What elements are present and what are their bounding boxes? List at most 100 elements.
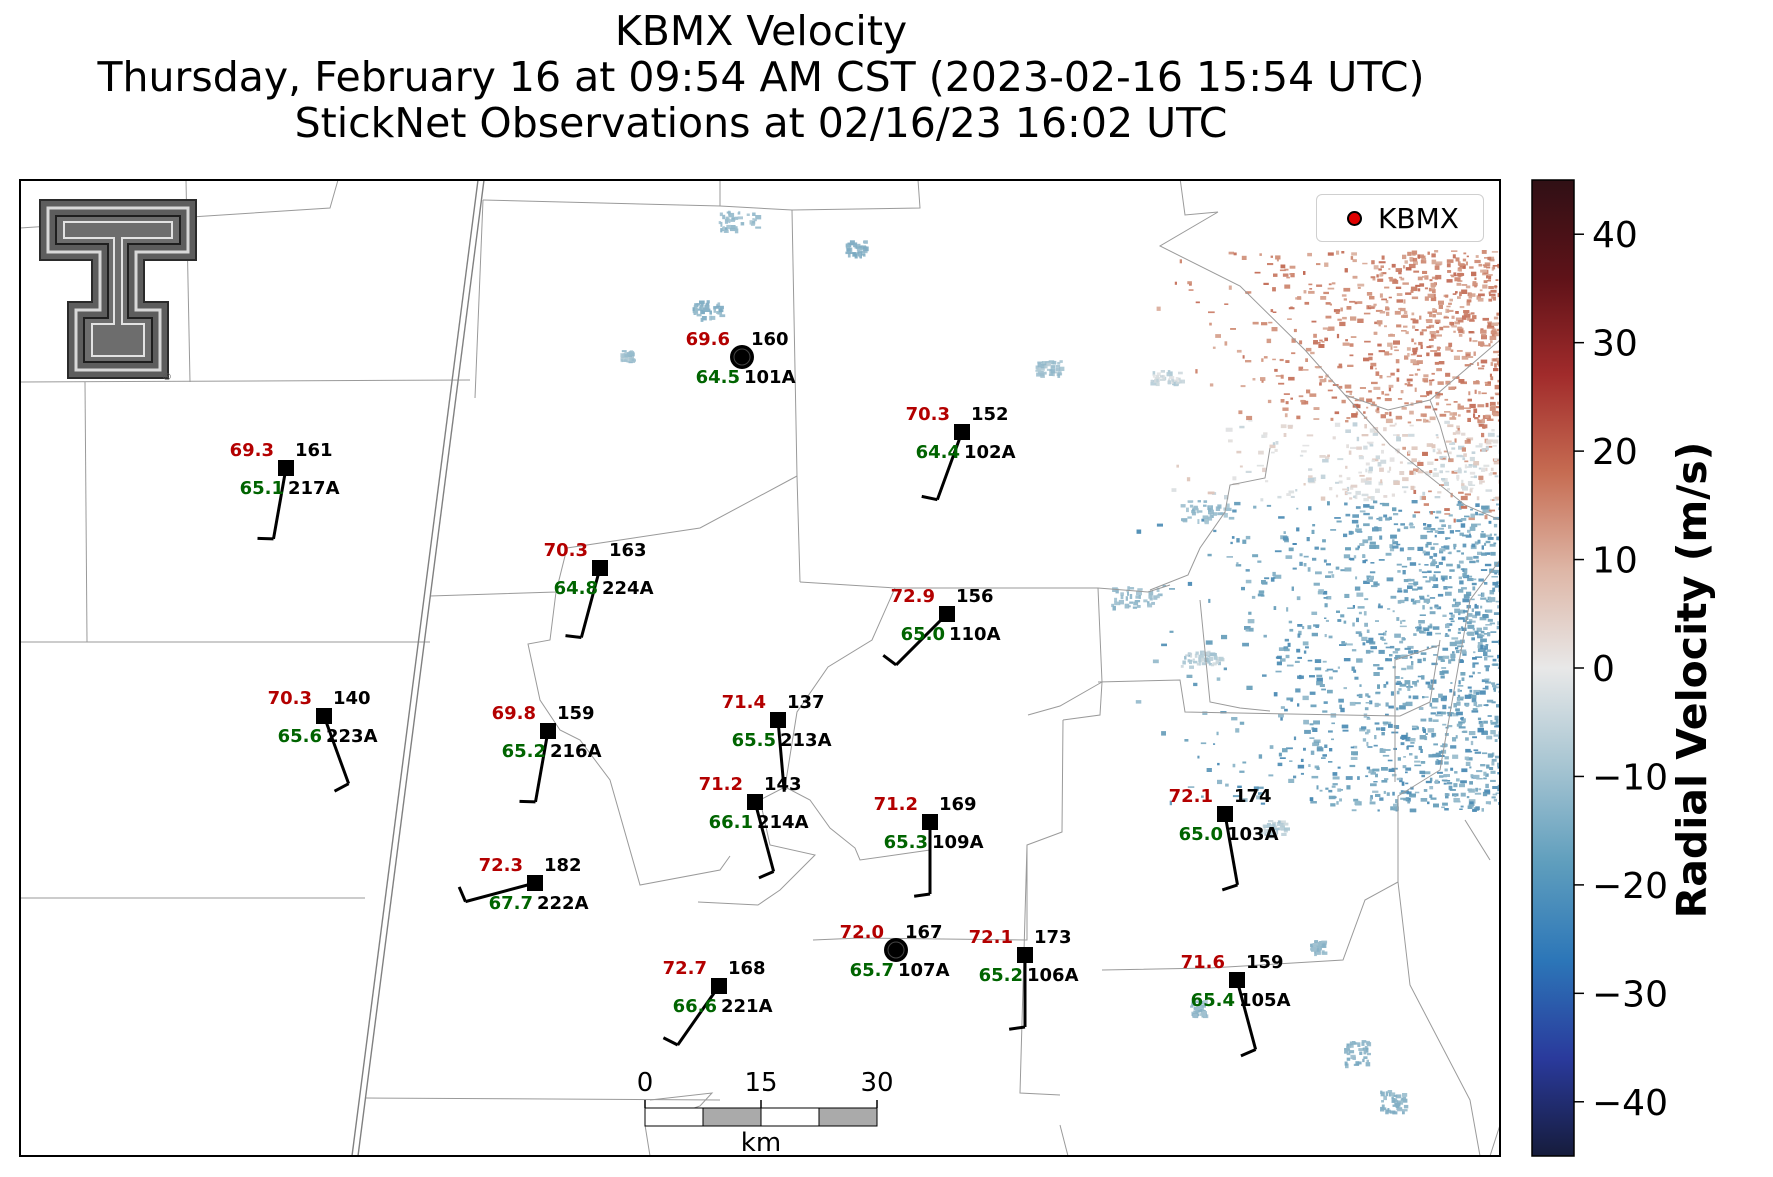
temperature-label: 69.3 — [230, 440, 274, 461]
station-id-label: 159 — [1246, 952, 1284, 973]
station-216A: 69.8 159 65.2 216A — [492, 703, 602, 804]
station-217A: 69.3 161 65.1 217A — [230, 440, 340, 541]
wind-barb-staff — [465, 881, 536, 904]
dewpoint-label: 65.0 — [901, 624, 945, 645]
title-block: KBMX Velocity Thursday, February 16 at 0… — [18, 8, 1504, 146]
station-106A: 72.1 173 65.2 106A — [969, 927, 1079, 1031]
probe-label: 110A — [949, 624, 1001, 645]
station-marker — [747, 794, 763, 810]
station-id-label: 163 — [609, 540, 647, 561]
station-marker — [527, 875, 543, 891]
probe-label: 101A — [744, 367, 796, 388]
wind-barb-staff — [1235, 979, 1258, 1050]
station-marker — [316, 708, 332, 724]
probe-label: 102A — [964, 442, 1016, 463]
station-107A: 72.0 167 65.7 107A — [840, 922, 950, 981]
wind-barb-flag — [565, 634, 582, 640]
dewpoint-label: 65.2 — [979, 965, 1023, 986]
station-id-label: 174 — [1234, 786, 1272, 807]
wind-barb-flag — [1221, 883, 1238, 892]
colorbar-ticks: 40 30 20 10 0 −10 −20 −30 −40 — [1574, 215, 1668, 1124]
dewpoint-label: 65.5 — [732, 730, 776, 751]
station-id-label: 182 — [544, 855, 582, 876]
temperature-label: 69.8 — [492, 703, 536, 724]
temperature-label: 72.0 — [840, 922, 884, 943]
station-214A: 71.2 143 66.1 214A — [699, 774, 809, 880]
scale-bar — [644, 1100, 878, 1127]
wind-barb-staff — [776, 719, 786, 792]
temperature-label: 70.3 — [906, 404, 950, 425]
temperature-label: 72.1 — [969, 927, 1013, 948]
probe-label: 221A — [721, 996, 773, 1017]
station-223A: 70.3 140 65.6 223A — [268, 688, 378, 793]
wind-barb-staff — [753, 801, 776, 872]
temperature-label: 71.2 — [874, 794, 918, 815]
wind-barb-flag — [882, 654, 897, 667]
probe-label: 105A — [1239, 990, 1291, 1011]
map-frame — [19, 179, 1501, 1157]
wind-barb-flag — [1240, 1048, 1257, 1058]
station-id-label: 169 — [939, 794, 977, 815]
wind-barb-staff — [579, 567, 602, 638]
station-marker — [1217, 806, 1233, 822]
probe-label: 214A — [757, 812, 809, 833]
colorbar-tick-label: −10 — [1592, 757, 1668, 798]
wind-barb-flag — [1008, 1025, 1026, 1031]
probe-label: 217A — [288, 478, 340, 499]
station-id-label: 140 — [333, 688, 371, 709]
dewpoint-label: 64.4 — [916, 442, 960, 463]
station-103A: 72.1 174 65.0 103A — [1169, 786, 1279, 892]
station-105A: 71.6 159 65.4 105A — [1181, 952, 1291, 1058]
sticknet-stations: 69.6 160 64.5 101A 69.3 161 65.1 217A 70.3 152 64.… — [230, 329, 1291, 1058]
radar-site-marker-icon — [1347, 210, 1362, 226]
wind-barb-flag — [333, 782, 350, 793]
dewpoint-label: 65.4 — [1191, 990, 1235, 1011]
colorbar — [1531, 179, 1575, 1157]
scale-tick-0: 0 — [636, 1068, 654, 1098]
dewpoint-label: 65.2 — [502, 741, 546, 762]
wind-barb-staff — [534, 730, 550, 803]
dewpoint-label: 64.5 — [696, 367, 740, 388]
wind-barb-flag — [758, 870, 775, 880]
station-222A: 72.3 182 67.7 222A — [457, 855, 589, 914]
map-legend: KBMX — [1316, 194, 1484, 242]
probe-label: 106A — [1027, 965, 1079, 986]
station-marker — [540, 723, 556, 739]
probe-label: 109A — [932, 832, 984, 853]
probe-label: 224A — [602, 578, 654, 599]
wind-barb-flag — [921, 494, 938, 502]
station-marker — [278, 460, 294, 476]
title: KBMX Velocity — [614, 7, 908, 55]
temperature-label: 72.1 — [1169, 786, 1213, 807]
subtitle-time: Thursday, February 16 at 09:54 AM CST (2… — [97, 53, 1425, 101]
probe-label: 107A — [898, 960, 950, 981]
station-id-label: 143 — [764, 774, 802, 795]
station-id-label: 156 — [956, 586, 994, 607]
station-marker — [592, 560, 608, 576]
wind-barb-staff — [676, 985, 721, 1046]
subtitle-observations: StickNet Observations at 02/16/23 16:02 … — [294, 99, 1228, 147]
colorbar-tick-label: 40 — [1592, 215, 1638, 256]
dewpoint-label: 65.7 — [850, 960, 894, 981]
dewpoint-label: 65.1 — [240, 478, 284, 499]
colorbar-tick-label: −20 — [1592, 866, 1668, 907]
dewpoint-label: 64.8 — [554, 578, 598, 599]
temperature-label: 69.6 — [686, 329, 730, 350]
station-id-label: 161 — [295, 440, 333, 461]
probe-label: 213A — [780, 730, 832, 751]
temperature-label: 70.3 — [268, 688, 312, 709]
temperature-label: 72.7 — [663, 958, 707, 979]
wind-barb-staff — [272, 467, 288, 540]
wind-barb-flag — [257, 536, 274, 541]
temperature-label: 70.3 — [544, 540, 588, 561]
scale-unit: km — [740, 1128, 782, 1158]
colorbar-tick-label: 10 — [1592, 541, 1638, 582]
station-id-label: 168 — [728, 958, 766, 979]
wind-barb-flag — [519, 799, 536, 804]
map-area — [20, 180, 1500, 1156]
calm-wind-ring — [887, 941, 905, 959]
wind-barb-staff — [935, 431, 964, 501]
temperature-label: 71.6 — [1181, 952, 1225, 973]
wind-barb-staff — [322, 715, 351, 785]
temperature-label: 71.4 — [722, 692, 766, 713]
